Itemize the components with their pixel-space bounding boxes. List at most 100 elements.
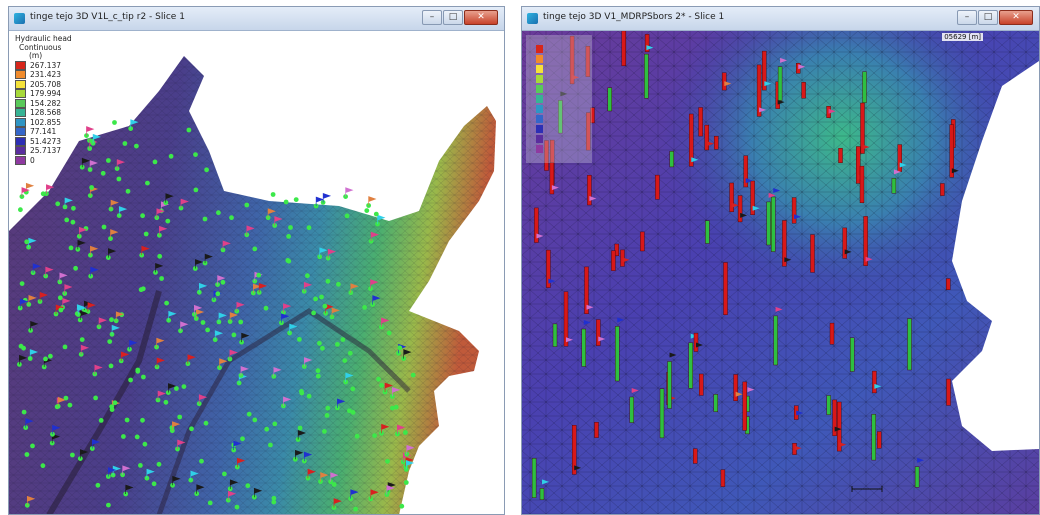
residual-bar xyxy=(863,216,868,266)
residual-bar xyxy=(581,328,586,367)
observation-flag xyxy=(574,465,582,475)
observation-flag xyxy=(62,298,71,308)
observation-point xyxy=(389,394,395,399)
legend-swatch xyxy=(536,45,543,53)
observation-flag xyxy=(406,444,415,455)
residual-bar xyxy=(801,82,806,99)
observation-flag xyxy=(21,187,30,197)
river-channel xyxy=(156,308,411,514)
legend-item: 179.994 xyxy=(15,89,72,99)
observation-point xyxy=(283,199,289,205)
minimize-icon: – xyxy=(429,12,435,22)
observation-point xyxy=(376,376,381,382)
observation-flag xyxy=(233,440,242,451)
observation-point xyxy=(215,282,221,287)
observation-flag xyxy=(370,489,379,499)
minimize-button[interactable]: – xyxy=(957,10,977,25)
observation-flag xyxy=(79,449,89,459)
observation-flag xyxy=(146,468,155,479)
observation-flag xyxy=(195,259,204,269)
observation-flag xyxy=(572,74,580,84)
observation-point xyxy=(202,216,208,222)
observation-point xyxy=(116,176,122,182)
observation-point xyxy=(63,395,69,401)
observation-point xyxy=(324,413,330,418)
observation-flag xyxy=(115,311,125,321)
observation-flag xyxy=(589,196,597,206)
observation-point xyxy=(165,390,171,395)
residual-bar xyxy=(544,140,549,171)
left-window-title: tinge tejo 3D V1L_c_tip r2 - Slice 1 xyxy=(30,12,185,22)
observation-flag xyxy=(29,349,39,359)
observation-point xyxy=(108,236,113,242)
observation-wells xyxy=(531,31,959,500)
observation-flag xyxy=(319,247,328,257)
river-channel xyxy=(46,290,162,514)
observation-point xyxy=(270,192,276,197)
left-slice-window[interactable]: tinge tejo 3D V1L_c_tip r2 - Slice 1 – □… xyxy=(8,6,505,515)
observation-flag xyxy=(303,281,313,292)
residual-bar xyxy=(723,262,728,315)
observation-flag xyxy=(229,479,239,489)
observation-flag xyxy=(118,206,128,216)
observation-point xyxy=(353,506,358,512)
observation-point xyxy=(109,317,114,323)
observation-point xyxy=(134,434,140,440)
residual-bar xyxy=(826,395,831,415)
right-slice-window[interactable]: tinge tejo 3D V1_MDRPSbors 2* - Slice 1 … xyxy=(521,6,1040,515)
observation-flag xyxy=(565,337,573,347)
observation-flag xyxy=(337,398,346,408)
observation-flag xyxy=(780,57,788,67)
observation-flag xyxy=(39,292,48,302)
residual-bar xyxy=(546,249,551,288)
observation-point xyxy=(163,200,169,206)
residual-bar xyxy=(614,243,619,257)
right-model-view[interactable]: 05629 [m] xyxy=(522,31,1039,514)
observation-flag xyxy=(229,349,238,359)
maximize-button[interactable]: □ xyxy=(978,10,998,25)
residual-bar xyxy=(742,381,747,431)
observation-flag xyxy=(283,303,292,313)
observation-point xyxy=(397,345,403,351)
legend-item: 77.141 xyxy=(15,127,72,137)
observation-point xyxy=(106,502,111,508)
observation-point xyxy=(19,281,25,286)
observation-point xyxy=(384,492,390,497)
right-mesh-canvas[interactable] xyxy=(522,31,1039,515)
left-window-titlebar[interactable]: tinge tejo 3D V1L_c_tip r2 - Slice 1 – □… xyxy=(9,7,504,31)
observation-flag xyxy=(350,489,359,499)
observation-point xyxy=(108,363,114,369)
observation-point xyxy=(140,286,146,292)
minimize-button[interactable]: – xyxy=(422,10,442,25)
close-icon: ✕ xyxy=(1012,12,1020,22)
observation-point xyxy=(200,320,206,325)
observation-point xyxy=(288,225,293,230)
observation-flag xyxy=(345,372,354,382)
observation-point xyxy=(215,291,221,297)
close-button[interactable]: ✕ xyxy=(464,10,498,25)
observation-flag xyxy=(237,457,246,468)
observation-flag xyxy=(77,239,86,250)
observation-point xyxy=(222,471,227,477)
observation-point xyxy=(105,255,111,260)
residual-bar xyxy=(621,31,627,67)
left-mesh-canvas[interactable] xyxy=(9,31,504,515)
observation-flag xyxy=(397,424,406,435)
observation-point xyxy=(113,318,119,324)
close-button[interactable]: ✕ xyxy=(999,10,1033,25)
app-icon xyxy=(527,13,538,24)
observation-point xyxy=(252,417,258,423)
maximize-button[interactable]: □ xyxy=(443,10,463,25)
observation-flag xyxy=(90,245,99,256)
observation-flag xyxy=(322,193,332,203)
legend-title: Hydraulic head xyxy=(15,34,72,43)
residual-bar xyxy=(611,250,616,271)
legend-swatch xyxy=(536,145,543,153)
left-model-view[interactable]: Hydraulic head Continuous (m) 267.137 23… xyxy=(9,31,504,514)
observation-point xyxy=(43,356,48,362)
residual-bar xyxy=(669,151,674,168)
right-window-titlebar[interactable]: tinge tejo 3D V1_MDRPSbors 2* - Slice 1 … xyxy=(522,7,1039,31)
observation-flag xyxy=(281,313,290,323)
observation-flag xyxy=(241,332,250,343)
observation-point xyxy=(70,219,76,225)
